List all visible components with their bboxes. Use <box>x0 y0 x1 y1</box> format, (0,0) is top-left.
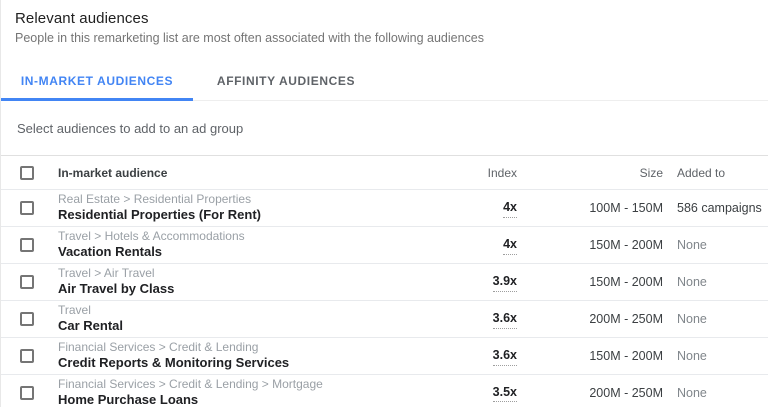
audience-category: Financial Services > Credit & Lending <box>58 340 259 355</box>
size-value: 200M - 250M <box>589 312 663 326</box>
audience-tabs: IN-MARKET AUDIENCES AFFINITY AUDIENCES <box>1 62 768 101</box>
panel-header: Relevant audiences People in this remark… <box>1 0 768 45</box>
added-to-value: None <box>677 385 707 400</box>
audience-table: In-market audience Index Size Added to R… <box>1 155 768 407</box>
added-to-value: None <box>677 312 707 326</box>
tab-label: AFFINITY AUDIENCES <box>216 74 356 88</box>
index-value[interactable]: 3.5x <box>492 385 517 403</box>
row-checkbox[interactable] <box>20 349 34 363</box>
audience-category: Travel > Hotels & Accommodations <box>58 229 245 244</box>
index-value[interactable]: 3.9x <box>492 274 517 292</box>
audience-name: Air Travel by Class <box>58 281 175 297</box>
audience-name: Vacation Rentals <box>58 244 163 260</box>
helper-text: Select audiences to add to an ad group <box>17 120 244 136</box>
table-header-row: In-market audience Index Size Added to <box>1 156 768 189</box>
table-row[interactable]: Travel Car Rental 3.6x 200M - 250M None <box>1 300 768 337</box>
size-value: 150M - 200M <box>589 275 663 289</box>
index-value[interactable]: 4x <box>503 200 517 218</box>
tab-affinity-audiences[interactable]: AFFINITY AUDIENCES <box>193 62 379 100</box>
table-row[interactable]: Travel > Air Travel Air Travel by Class … <box>1 263 768 300</box>
column-header-index: Index <box>487 165 517 180</box>
table-row[interactable]: Travel > Hotels & Accommodations Vacatio… <box>1 226 768 263</box>
table-row[interactable]: Real Estate > Residential Properties Res… <box>1 189 768 226</box>
index-value[interactable]: 3.6x <box>492 311 517 329</box>
audience-name: Car Rental <box>58 318 124 334</box>
audience-name: Residential Properties (For Rent) <box>58 207 261 223</box>
size-value: 100M - 150M <box>589 201 663 215</box>
page-subtitle: People in this remarketing list are most… <box>15 31 485 45</box>
size-value: 150M - 200M <box>589 238 663 252</box>
select-all-checkbox[interactable] <box>20 165 34 180</box>
row-checkbox[interactable] <box>20 385 34 400</box>
row-checkbox[interactable] <box>20 238 34 252</box>
tab-label: IN-MARKET AUDIENCES <box>20 74 174 88</box>
index-value[interactable]: 4x <box>503 237 517 255</box>
column-header-size: Size <box>639 165 663 180</box>
tab-in-market-audiences[interactable]: IN-MARKET AUDIENCES <box>1 62 193 101</box>
row-checkbox[interactable] <box>20 312 34 326</box>
table-row[interactable]: Financial Services > Credit & Lending > … <box>1 374 768 407</box>
audience-category: Real Estate > Residential Properties <box>58 192 252 207</box>
index-value[interactable]: 3.6x <box>492 348 517 366</box>
added-to-value: 586 campaigns <box>677 201 762 215</box>
audience-name: Home Purchase Loans <box>58 391 199 407</box>
audience-category: Travel <box>58 303 91 318</box>
column-header-added-to: Added to <box>677 165 726 180</box>
column-header-audience: In-market audience <box>58 165 168 180</box>
table-row[interactable]: Financial Services > Credit & Lending Cr… <box>1 337 768 374</box>
row-checkbox[interactable] <box>20 201 34 215</box>
added-to-value: None <box>677 275 707 289</box>
table-body: Real Estate > Residential Properties Res… <box>1 189 768 407</box>
added-to-value: None <box>677 238 707 252</box>
audience-category: Financial Services > Credit & Lending > … <box>58 376 323 391</box>
page-title: Relevant audiences <box>15 10 149 27</box>
audience-category: Travel > Air Travel <box>58 266 155 281</box>
audience-name: Credit Reports & Monitoring Services <box>58 355 290 371</box>
size-value: 150M - 200M <box>589 349 663 363</box>
added-to-value: None <box>677 349 707 363</box>
row-checkbox[interactable] <box>20 275 34 289</box>
size-value: 200M - 250M <box>589 385 663 400</box>
